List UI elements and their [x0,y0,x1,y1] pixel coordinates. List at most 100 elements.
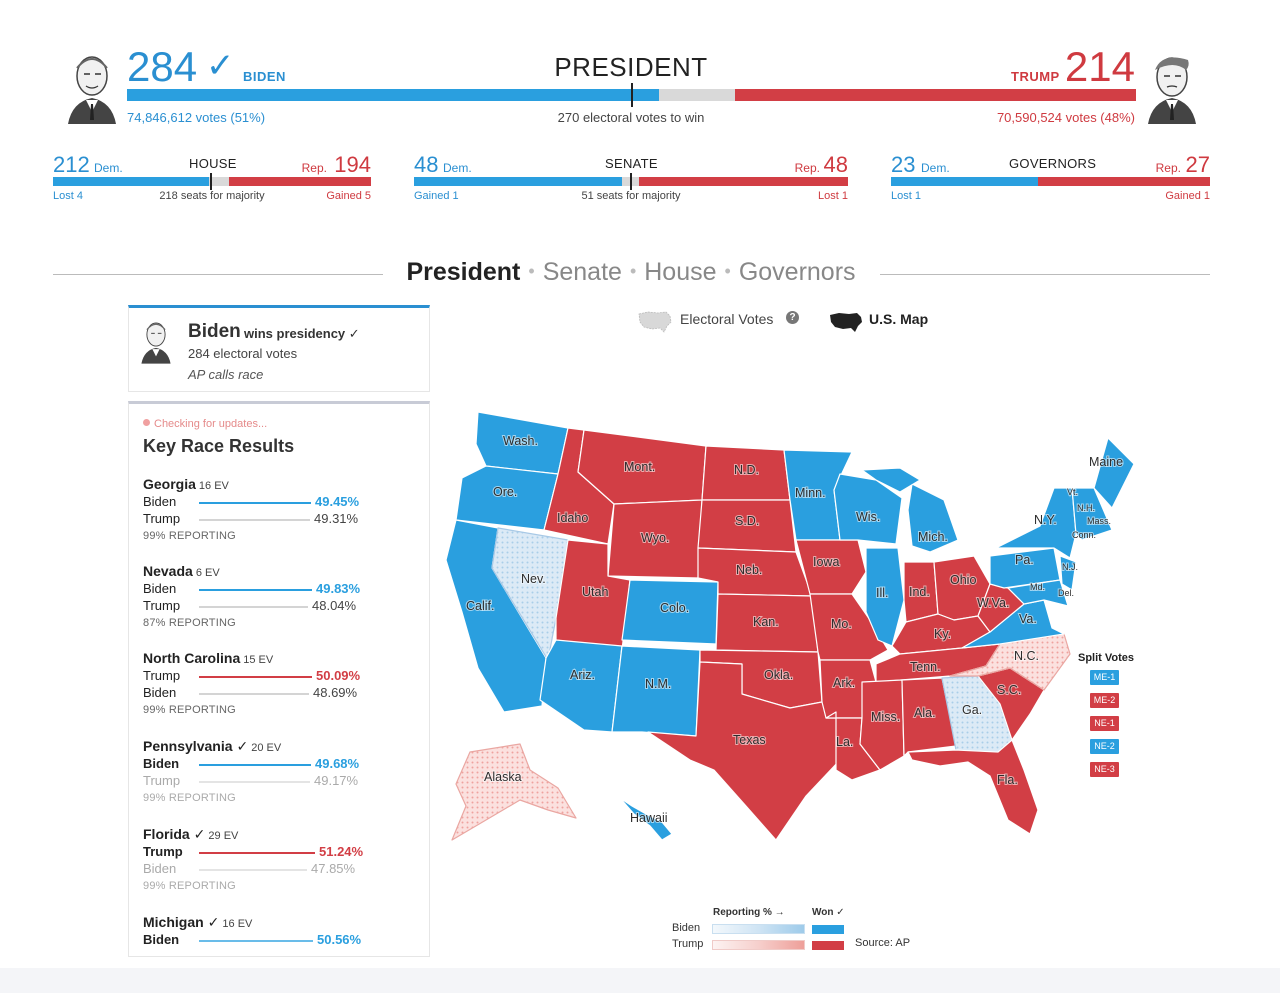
svg-text:N.J.: N.J. [1062,562,1078,572]
winner-electoral-votes: 284 electoral votes [188,346,298,361]
electoral-votes-label: Electoral Votes [680,311,774,327]
state-nevada[interactable] [491,527,569,661]
candidate-name: Trump [143,844,183,859]
nav-tab-house[interactable]: House [644,258,717,286]
senate-summary[interactable]: 48 Dem. SENATE Rep. 48 Gained 1 51 seats… [414,150,848,206]
us-map-outline-icon [638,311,672,333]
state-michigan[interactable] [907,483,959,553]
state-texas[interactable] [647,661,841,841]
state-new-mexico[interactable] [611,645,701,737]
trump-electoral-votes: 214 [1064,43,1135,90]
state-new-england[interactable] [1071,487,1113,541]
nav-separator: • [629,261,637,281]
state-name: Nevada 6 EV [143,563,220,579]
state-new-jersey[interactable] [1059,555,1077,591]
vote-percentage: 47.85% [311,861,356,876]
state-name: Georgia 16 EV [143,476,229,492]
house-rep-change: Gained 5 [326,190,371,202]
key-race-results-panel[interactable]: Checking for updates... Key Race Results… [128,401,430,957]
state-illinois[interactable] [865,547,905,647]
senate-title: SENATE [605,156,658,171]
reporting-status: 99% REPORTING [143,530,236,542]
house-bar [53,177,371,186]
svg-text:Minn.: Minn. [795,486,826,500]
nav-tab-governors[interactable]: Governors [738,258,856,286]
state-electoral-votes: 15 EV [243,654,274,666]
svg-text:Mont.: Mont. [624,460,655,474]
called-check-icon: ✓ [193,826,206,842]
svg-text:Del.: Del. [1058,588,1074,598]
vote-percentage: 49.45% [315,494,360,509]
vote-percentage: 49.83% [316,581,361,596]
candidate-name: Trump [143,773,181,788]
candidate-name: Biden [143,932,180,947]
governors-rep-change: Gained 1 [1165,190,1210,202]
svg-text:Ill.: Ill. [876,586,889,600]
help-circle-icon[interactable]: ? [786,311,799,324]
trump-portrait-icon [1148,57,1196,124]
svg-text:Mass.: Mass. [1087,516,1111,526]
majority-marker [631,83,633,107]
ap-call-note: AP calls race [188,367,264,382]
trump-popular-votes: 70,590,524 votes (48%) [996,110,1135,125]
nav-tab-senate[interactable]: Senate [542,258,622,286]
state-maryland-delaware[interactable] [1007,579,1069,607]
key-race-pennsylvania[interactable]: Pennsylvania ✓ 20 EV Biden 49.68% Trump 49.17%… [143,738,423,804]
legend-won-label: Won ✓ [812,907,845,918]
vote-percentage: 50.09% [316,668,361,683]
state-michigan-up[interactable] [861,467,921,493]
state-missouri[interactable] [809,593,889,661]
called-check-icon: ✓ [207,914,220,930]
trump-portrait [1144,46,1200,124]
us-map-filled-icon [830,313,862,332]
house-summary[interactable]: 212 Dem. HOUSE Rep. 194 Lost 4 218 seats… [53,150,371,206]
key-race-north-carolina[interactable]: North Carolina 15 EV Trump 50.09% Biden 48.69… [143,650,423,716]
svg-text:Ohio: Ohio [950,573,976,587]
key-race-georgia[interactable]: Georgia 16 EV Biden 49.45% Trump 49.31% 99% RE… [143,476,423,542]
state-alaska[interactable] [451,743,577,841]
svg-text:Alaska: Alaska [484,770,522,784]
split-vote-ne-1[interactable]: NE-1 [1090,716,1119,731]
governors-bar [891,177,1210,186]
governors-rep-label: Rep. [1155,161,1181,175]
president-title: PRESIDENT [554,52,708,82]
candidate-row: Trump 51.24% [143,844,423,861]
nav-tab-president[interactable]: President [406,258,521,286]
biden-electoral-votes: 284 [127,43,198,90]
svg-text:N.M.: N.M. [645,677,671,691]
senate-majority-marker [630,173,632,190]
candidate-name: Biden [143,494,177,509]
split-vote-me-2[interactable]: ME-2 [1090,693,1119,708]
svg-text:Md.: Md. [1030,582,1045,592]
state-hawaii[interactable] [619,797,673,841]
svg-text:S.D.: S.D. [735,514,759,528]
state-name: Florida ✓ 29 EV [143,826,239,842]
key-race-nevada[interactable]: Nevada 6 EV Biden 49.83% Trump 48.04% 87% REPO… [143,563,423,629]
state-florida[interactable] [907,739,1039,835]
state-maine[interactable] [1093,437,1135,509]
split-vote-ne-3[interactable]: NE-3 [1090,762,1119,777]
state-alabama[interactable] [901,677,957,757]
svg-text:Texas: Texas [733,733,766,747]
state-oregon[interactable] [455,465,559,531]
undecided-bar-segment [659,89,735,101]
vote-share-bar [199,869,307,871]
svg-text:Conn.: Conn. [1072,530,1096,540]
state-arizona[interactable] [539,639,623,733]
key-race-michigan[interactable]: Michigan ✓ 16 EV Biden 50.56% [143,914,423,949]
svg-text:La.: La. [836,735,853,749]
key-race-florida[interactable]: Florida ✓ 29 EV Trump 51.24% Biden 47.85% 99% R… [143,826,423,892]
split-vote-me-1[interactable]: ME-1 [1090,670,1119,685]
state-wisconsin[interactable] [833,473,903,545]
legend-trump-reporting-gradient [712,940,805,950]
state-electoral-votes: 20 EV [251,742,282,754]
governors-summary[interactable]: 23 Dem. GOVERNORS Rep. 27 Lost 1 Gained … [891,150,1210,206]
senate-rep-count: 48 [823,152,848,177]
vote-share-bar [199,940,313,942]
us-election-map[interactable]: Wash. Ore. Calif. Nev. Idaho Mont. Wyo. … [440,400,1150,860]
senate-rep-change: Lost 1 [818,190,848,202]
svg-text:Okla.: Okla. [764,668,793,682]
house-title: HOUSE [189,156,237,171]
candidate-row: Biden 50.56% [143,932,423,949]
split-vote-ne-2[interactable]: NE-2 [1090,739,1119,754]
